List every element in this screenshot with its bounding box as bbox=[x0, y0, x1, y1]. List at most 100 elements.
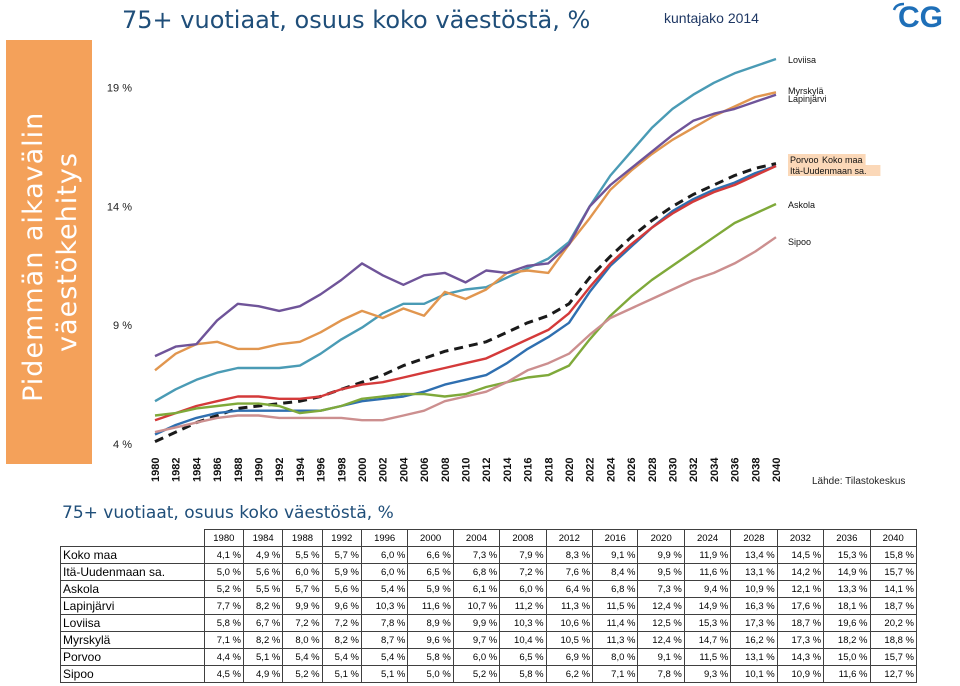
table-row-label: Lapinjärvi bbox=[60, 597, 205, 615]
table-cell: 5,4 % bbox=[321, 648, 362, 666]
table-cell: 8,4 % bbox=[592, 563, 639, 581]
table-cell: 4,1 % bbox=[203, 546, 245, 564]
table-cell: 10,3 % bbox=[499, 614, 547, 632]
series-end-label: Itä-Uudenmaan sa. bbox=[790, 166, 867, 176]
table-cell: 14,1 % bbox=[869, 580, 917, 598]
table-cell: 6,2 % bbox=[545, 665, 594, 683]
table-cell: 6,5 % bbox=[499, 648, 547, 666]
table-cell: 6,0 % bbox=[360, 546, 409, 564]
end-label-box bbox=[788, 154, 824, 165]
table-year-header: 2036 bbox=[823, 529, 871, 547]
table-cell: 15,8 % bbox=[869, 546, 917, 564]
x-tick-label: 2020 bbox=[564, 458, 576, 482]
table-cell: 11,6 % bbox=[407, 597, 454, 615]
table-cell: 7,2 % bbox=[499, 563, 547, 581]
table-cell: 5,7 % bbox=[321, 546, 362, 564]
table-cell: 4,9 % bbox=[242, 665, 284, 683]
table-cell: 12,1 % bbox=[776, 580, 825, 598]
table-cell: 5,2 % bbox=[203, 580, 245, 598]
table-row-label: Porvoo bbox=[60, 648, 205, 666]
x-tick-label: 2018 bbox=[543, 458, 555, 482]
table-cell: 7,2 % bbox=[282, 614, 323, 632]
table-cell: 10,5 % bbox=[545, 631, 594, 649]
table-header-row: 1980 1984 1988 1992 1996 2000 2004 2008 2012 2016… bbox=[60, 529, 917, 547]
line-chart: 4 %9 %14 %19 % 1980 1982 1984 1986 1988 1990 1… bbox=[107, 55, 881, 482]
table-cell: 7,3 % bbox=[637, 580, 685, 598]
x-tick-label: 1990 bbox=[254, 458, 266, 482]
table-cell: 10,3 % bbox=[360, 597, 409, 615]
table-cell: 7,8 % bbox=[360, 614, 409, 632]
table-cell: 14,7 % bbox=[683, 631, 732, 649]
svg-text:Pidemmän aikavälin väestök: Pidemmän aikavälin väestökehitys bbox=[18, 102, 83, 402]
table-cell: 8,7 % bbox=[360, 631, 409, 649]
table-cell: 12,4 % bbox=[637, 631, 685, 649]
table-cell: 8,0 % bbox=[592, 648, 639, 666]
y-tick-label: 19 % bbox=[107, 83, 132, 95]
table-cell: 6,4 % bbox=[545, 580, 594, 598]
x-tick-label: 2026 bbox=[626, 458, 638, 482]
table-cell: 5,4 % bbox=[282, 648, 323, 666]
table-cell: 18,2 % bbox=[823, 631, 871, 649]
series-end-label: Porvoo bbox=[790, 155, 819, 165]
table-cell: 6,0 % bbox=[499, 580, 547, 598]
x-tick-label: 2024 bbox=[605, 457, 617, 482]
table-cell: 5,2 % bbox=[282, 665, 323, 683]
table-cell: 10,7 % bbox=[452, 597, 501, 615]
series-line bbox=[154, 236, 777, 434]
table-cell: 5,4 % bbox=[360, 580, 409, 598]
table-cell: 8,9 % bbox=[407, 614, 454, 632]
table-cell: 5,0 % bbox=[203, 563, 245, 581]
table-cell: 16,3 % bbox=[730, 597, 778, 615]
table-cell: 6,8 % bbox=[592, 580, 639, 598]
table-cell: 12,5 % bbox=[637, 614, 685, 632]
data-table: 1980 1984 1988 1992 1996 2000 2004 2008 2012 2016… bbox=[60, 529, 917, 683]
table-row-label: Sipoo bbox=[60, 665, 205, 683]
x-tick-label: 1998 bbox=[336, 458, 348, 482]
company-logo: CG bbox=[890, 0, 960, 34]
table-year-header: 2024 bbox=[683, 529, 732, 547]
series-line bbox=[154, 164, 777, 422]
table-cell: 7,9 % bbox=[499, 546, 547, 564]
table-corner bbox=[60, 529, 205, 547]
end-label-box bbox=[788, 165, 881, 176]
table-cell: 11,3 % bbox=[592, 631, 639, 649]
x-tick-label: 2036 bbox=[730, 458, 742, 482]
x-tick-label: 2008 bbox=[440, 458, 452, 482]
table-cell: 8,0 % bbox=[282, 631, 323, 649]
table-year-header: 1988 bbox=[282, 529, 323, 547]
table-year-header: 2040 bbox=[869, 529, 917, 547]
table-cell: 6,8 % bbox=[452, 563, 501, 581]
table-cell: 6,0 % bbox=[282, 563, 323, 581]
y-axis: 4 % 9 % 14 % 19 % bbox=[107, 83, 132, 451]
table-cell: 11,6 % bbox=[823, 665, 871, 683]
table-cell: 18,7 % bbox=[776, 614, 825, 632]
table-cell: 9,6 % bbox=[321, 597, 362, 615]
x-tick-label: 1994 bbox=[295, 457, 307, 482]
table-year-header: 2032 bbox=[776, 529, 825, 547]
table-row-label: Koko maa bbox=[60, 546, 205, 564]
series-line bbox=[154, 162, 777, 443]
x-tick-label: 2006 bbox=[419, 458, 431, 482]
series-end-label: Lapinjärvi bbox=[788, 94, 827, 104]
table-cell: 9,9 % bbox=[282, 597, 323, 615]
table-cell: 5,6 % bbox=[242, 563, 284, 581]
table-cell: 6,1 % bbox=[452, 580, 501, 598]
table-cell: 9,5 % bbox=[637, 563, 685, 581]
table-cell: 5,2 % bbox=[452, 665, 501, 683]
x-tick-label: 1982 bbox=[171, 458, 183, 482]
table-cell: 12,7 % bbox=[869, 665, 917, 683]
table-row-label: Askola bbox=[60, 580, 205, 598]
table-cell: 8,2 % bbox=[242, 631, 284, 649]
table-cell: 11,6 % bbox=[683, 563, 732, 581]
table-cell: 18,7 % bbox=[869, 597, 917, 615]
table-row: Porvoo 4,4 % 5,1 % 5,4 % 5,4 % 5,4 % 5,8 % 6,0 … bbox=[60, 648, 917, 666]
table-year-header: 1992 bbox=[321, 529, 362, 547]
table-cell: 7,1 % bbox=[203, 631, 245, 649]
table-cell: 5,0 % bbox=[407, 665, 454, 683]
table-cell: 5,9 % bbox=[407, 580, 454, 598]
table-cell: 13,1 % bbox=[730, 563, 778, 581]
series-end-label: Loviisa bbox=[788, 55, 816, 65]
table-cell: 4,9 % bbox=[242, 546, 284, 564]
x-tick-label: 2000 bbox=[357, 458, 369, 482]
